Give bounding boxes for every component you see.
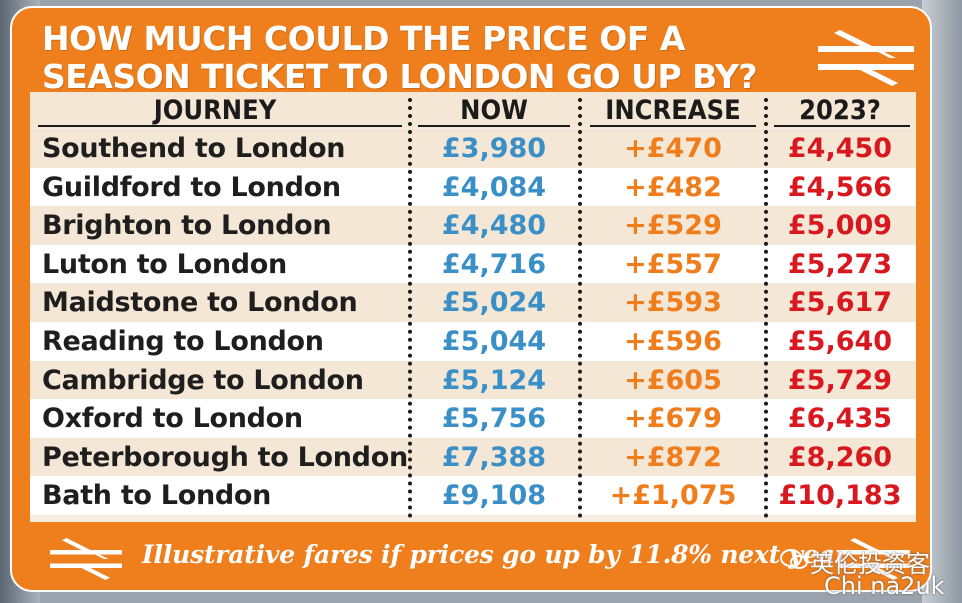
table-row: Guildford to London £4,084 +£482 £4,566 (30, 167, 916, 207)
journey-cell: Maidstone to London (42, 287, 358, 319)
header-underline (418, 125, 570, 127)
increase-cell: +£593 (624, 287, 722, 319)
price-2023-cell: £5,640 (787, 326, 893, 357)
journey-cell: Peterborough to London (42, 441, 408, 473)
column-divider (764, 98, 768, 518)
increase-cell: +£557 (624, 248, 722, 280)
now-price-cell: £4,084 (441, 171, 547, 203)
increase-cell: +£679 (624, 403, 722, 435)
watermark: 英伦投资客 Chi na2uk (774, 540, 962, 600)
header-underline (590, 125, 756, 127)
journey-cell: Luton to London (42, 248, 287, 280)
increase-cell: +£605 (624, 364, 722, 396)
increase-cell: +£482 (624, 171, 722, 203)
table-row: Reading to London £5,044 +£596 £5,640 (30, 322, 916, 361)
header-underline (774, 125, 910, 127)
journey-cell: Reading to London (42, 326, 324, 357)
watermark-line-1: 英伦投资客 (810, 550, 930, 578)
column-header-increase: INCREASE (605, 95, 741, 126)
now-price-cell: £4,480 (441, 210, 547, 242)
price-2023-cell: £6,435 (787, 403, 893, 435)
footer-note: Illustrative fares if prices go up by 11… (142, 540, 848, 569)
now-price-cell: £5,024 (441, 287, 547, 319)
journey-cell: Cambridge to London (42, 364, 364, 396)
table-header: JOURNEY NOW INCREASE 2023? (30, 92, 916, 128)
infographic-card: HOW MUCH COULD THE PRICE OF A SEASON TIC… (10, 6, 932, 592)
increase-cell: +£596 (624, 326, 722, 357)
journey-cell: Oxford to London (42, 403, 303, 435)
fares-table: JOURNEY NOW INCREASE 2023? Southend to L… (30, 92, 916, 522)
price-2023-cell: £4,450 (787, 133, 893, 164)
price-2023-cell: £8,260 (787, 441, 893, 473)
table-row: Oxford to London £5,756 +£679 £6,435 (30, 399, 916, 438)
journey-cell: Southend to London (42, 133, 346, 164)
table-row: Bath to London £9,108 +£1,075 £10,183 (30, 476, 916, 515)
now-price-cell: £7,388 (441, 441, 547, 473)
increase-cell: +£1,075 (609, 480, 737, 512)
column-header-now: NOW (460, 95, 528, 126)
table-row: Southend to London £3,980 +£470 £4,450 (30, 129, 916, 168)
journey-cell: Guildford to London (42, 171, 341, 203)
british-rail-logo-icon (818, 30, 914, 86)
column-divider (578, 98, 582, 518)
price-2023-cell: £5,009 (787, 210, 893, 242)
now-price-cell: £4,716 (441, 248, 547, 280)
journey-cell: Brighton to London (42, 210, 332, 242)
now-price-cell: £5,124 (441, 364, 547, 396)
british-rail-logo-icon (50, 538, 122, 580)
now-price-cell: £5,044 (441, 326, 547, 357)
increase-cell: +£470 (624, 133, 722, 164)
british-rail-logo-icon (838, 538, 910, 580)
watermark-line-2: Chi na2uk (824, 572, 945, 600)
header-underline (38, 125, 402, 127)
journey-cell: Bath to London (42, 480, 272, 512)
now-price-cell: £5,756 (441, 403, 547, 435)
price-2023-cell: £4,566 (787, 171, 893, 203)
table-row: Peterborough to London £7,388 +£872 £8,260 (30, 437, 916, 477)
increase-cell: +£872 (624, 441, 722, 473)
increase-cell: +£529 (624, 210, 722, 242)
price-2023-cell: £10,183 (778, 480, 902, 512)
table-row: Maidstone to London £5,024 +£593 £5,617 (30, 283, 916, 322)
footer: Illustrative fares if prices go up by 11… (30, 528, 916, 588)
column-header-2023: 2023? (799, 95, 881, 126)
price-2023-cell: £5,273 (787, 248, 893, 280)
wechat-icon (780, 549, 808, 569)
price-2023-cell: £5,617 (787, 287, 893, 319)
table-row: Cambridge to London £5,124 +£605 £5,729 (30, 360, 916, 400)
table-row: Brighton to London £4,480 +£529 £5,009 (30, 206, 916, 245)
now-price-cell: £9,108 (441, 480, 547, 512)
now-price-cell: £3,980 (441, 133, 547, 164)
column-divider (408, 98, 412, 518)
price-2023-cell: £5,729 (787, 364, 893, 396)
infographic-title: HOW MUCH COULD THE PRICE OF A SEASON TIC… (42, 19, 758, 96)
column-header-journey: JOURNEY (153, 95, 277, 126)
table-row: Luton to London £4,716 +£557 £5,273 (30, 244, 916, 284)
